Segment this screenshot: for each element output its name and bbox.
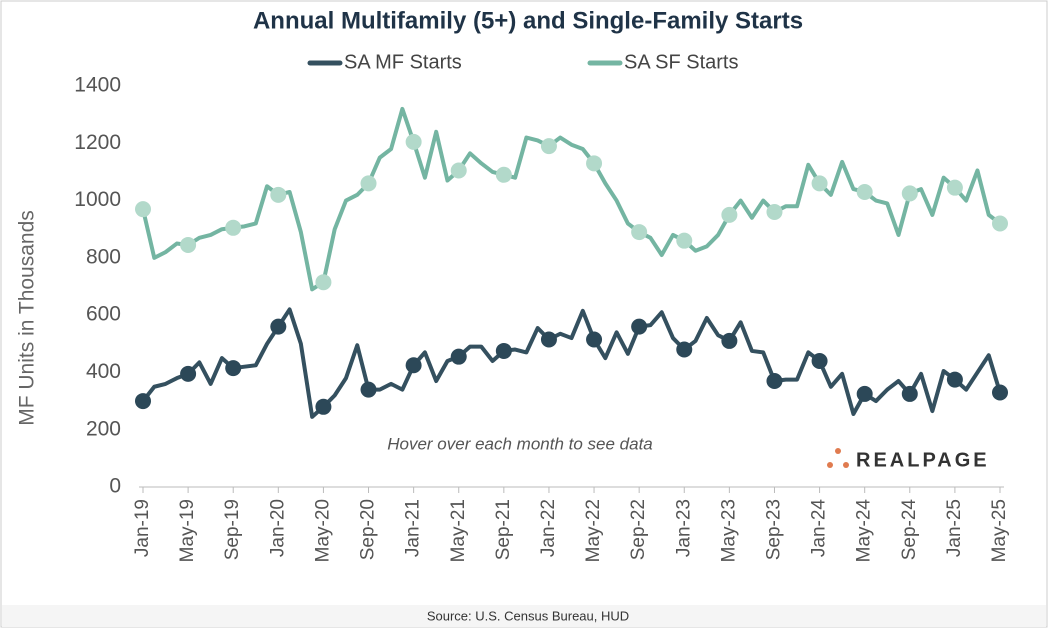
x-tick-label: May-20 [312,499,333,562]
y-tick-label: 800 [86,245,121,268]
x-tick-label: Sep-20 [358,499,379,560]
chart-title: Annual Multifamily (5+) and Single-Famil… [253,7,803,34]
x-tick-label: Jan-25 [944,499,965,557]
point [225,219,242,236]
point [676,232,693,249]
point [992,215,1008,232]
x-tick-label: Jan-22 [538,499,559,557]
point [992,384,1008,401]
y-tick-label: 1200 [74,131,121,154]
point [495,342,512,359]
point [856,385,873,402]
x-tick-label: Sep-19 [222,499,243,560]
series-line [141,106,1002,292]
point [721,332,738,349]
x-tick-label: Jan-20 [267,499,288,557]
point [631,224,648,241]
point [180,365,197,382]
point [721,206,738,223]
point [135,393,151,410]
logo-dot [843,462,849,468]
point [360,381,377,398]
source: Source: U.S. Census Bureau, HUD [427,608,629,623]
annotation: Hover over each month to see data [387,434,653,453]
point [405,133,422,150]
point [766,373,783,390]
x-tick-label: Jan-21 [403,499,424,557]
x-tick-label: May-22 [583,499,604,562]
y-tick-label: 1000 [74,188,121,211]
x-tick-label: Sep-24 [899,499,920,561]
point [360,175,377,192]
y-tick-label: 400 [86,360,121,383]
x-tick-label: May-23 [718,499,739,562]
point [450,348,467,365]
legend-label: SA SF Starts [624,51,738,73]
y-axis-label: MF Units in Thousands [16,210,39,426]
point [540,331,557,348]
point [495,166,512,183]
point [946,371,963,388]
point [135,201,151,218]
logo: REALPAGE [856,449,990,471]
point [811,175,828,192]
logo-dot [827,462,833,468]
x-tick-label: Sep-21 [493,499,514,560]
point [315,398,332,415]
point [631,318,648,335]
point [315,274,332,291]
point [766,204,783,221]
y-tick-label: 200 [86,417,121,440]
point [540,138,557,155]
logo-dot [835,448,841,454]
x-tick-label: Jan-24 [809,499,830,558]
point [270,186,287,203]
point [676,341,693,358]
y-tick-label: 600 [86,303,121,326]
series-line [141,307,1002,419]
x-tick-label: Jan-19 [132,499,153,557]
x-tick-label: May-19 [177,499,198,562]
y-tick-label: 0 [109,475,121,498]
legend-label: SA MF Starts [344,51,462,73]
point [946,179,963,196]
point [586,155,603,172]
point [856,183,873,200]
point [586,331,603,348]
point [901,185,918,202]
x-tick-label: Jan-23 [673,499,694,557]
x-tick-label: Sep-23 [763,499,784,560]
point [450,162,467,179]
y-tick-label: 1400 [74,74,121,97]
x-tick-label: May-24 [854,499,875,563]
point [270,318,287,335]
source-bar [2,605,1046,627]
x-tick-label: May-21 [448,499,469,562]
x-tick-label: May-25 [989,499,1010,562]
x-tick-label: Sep-22 [628,499,649,560]
point [225,360,242,377]
point [180,236,197,253]
point [901,385,918,402]
point [405,357,422,374]
point [811,352,828,369]
